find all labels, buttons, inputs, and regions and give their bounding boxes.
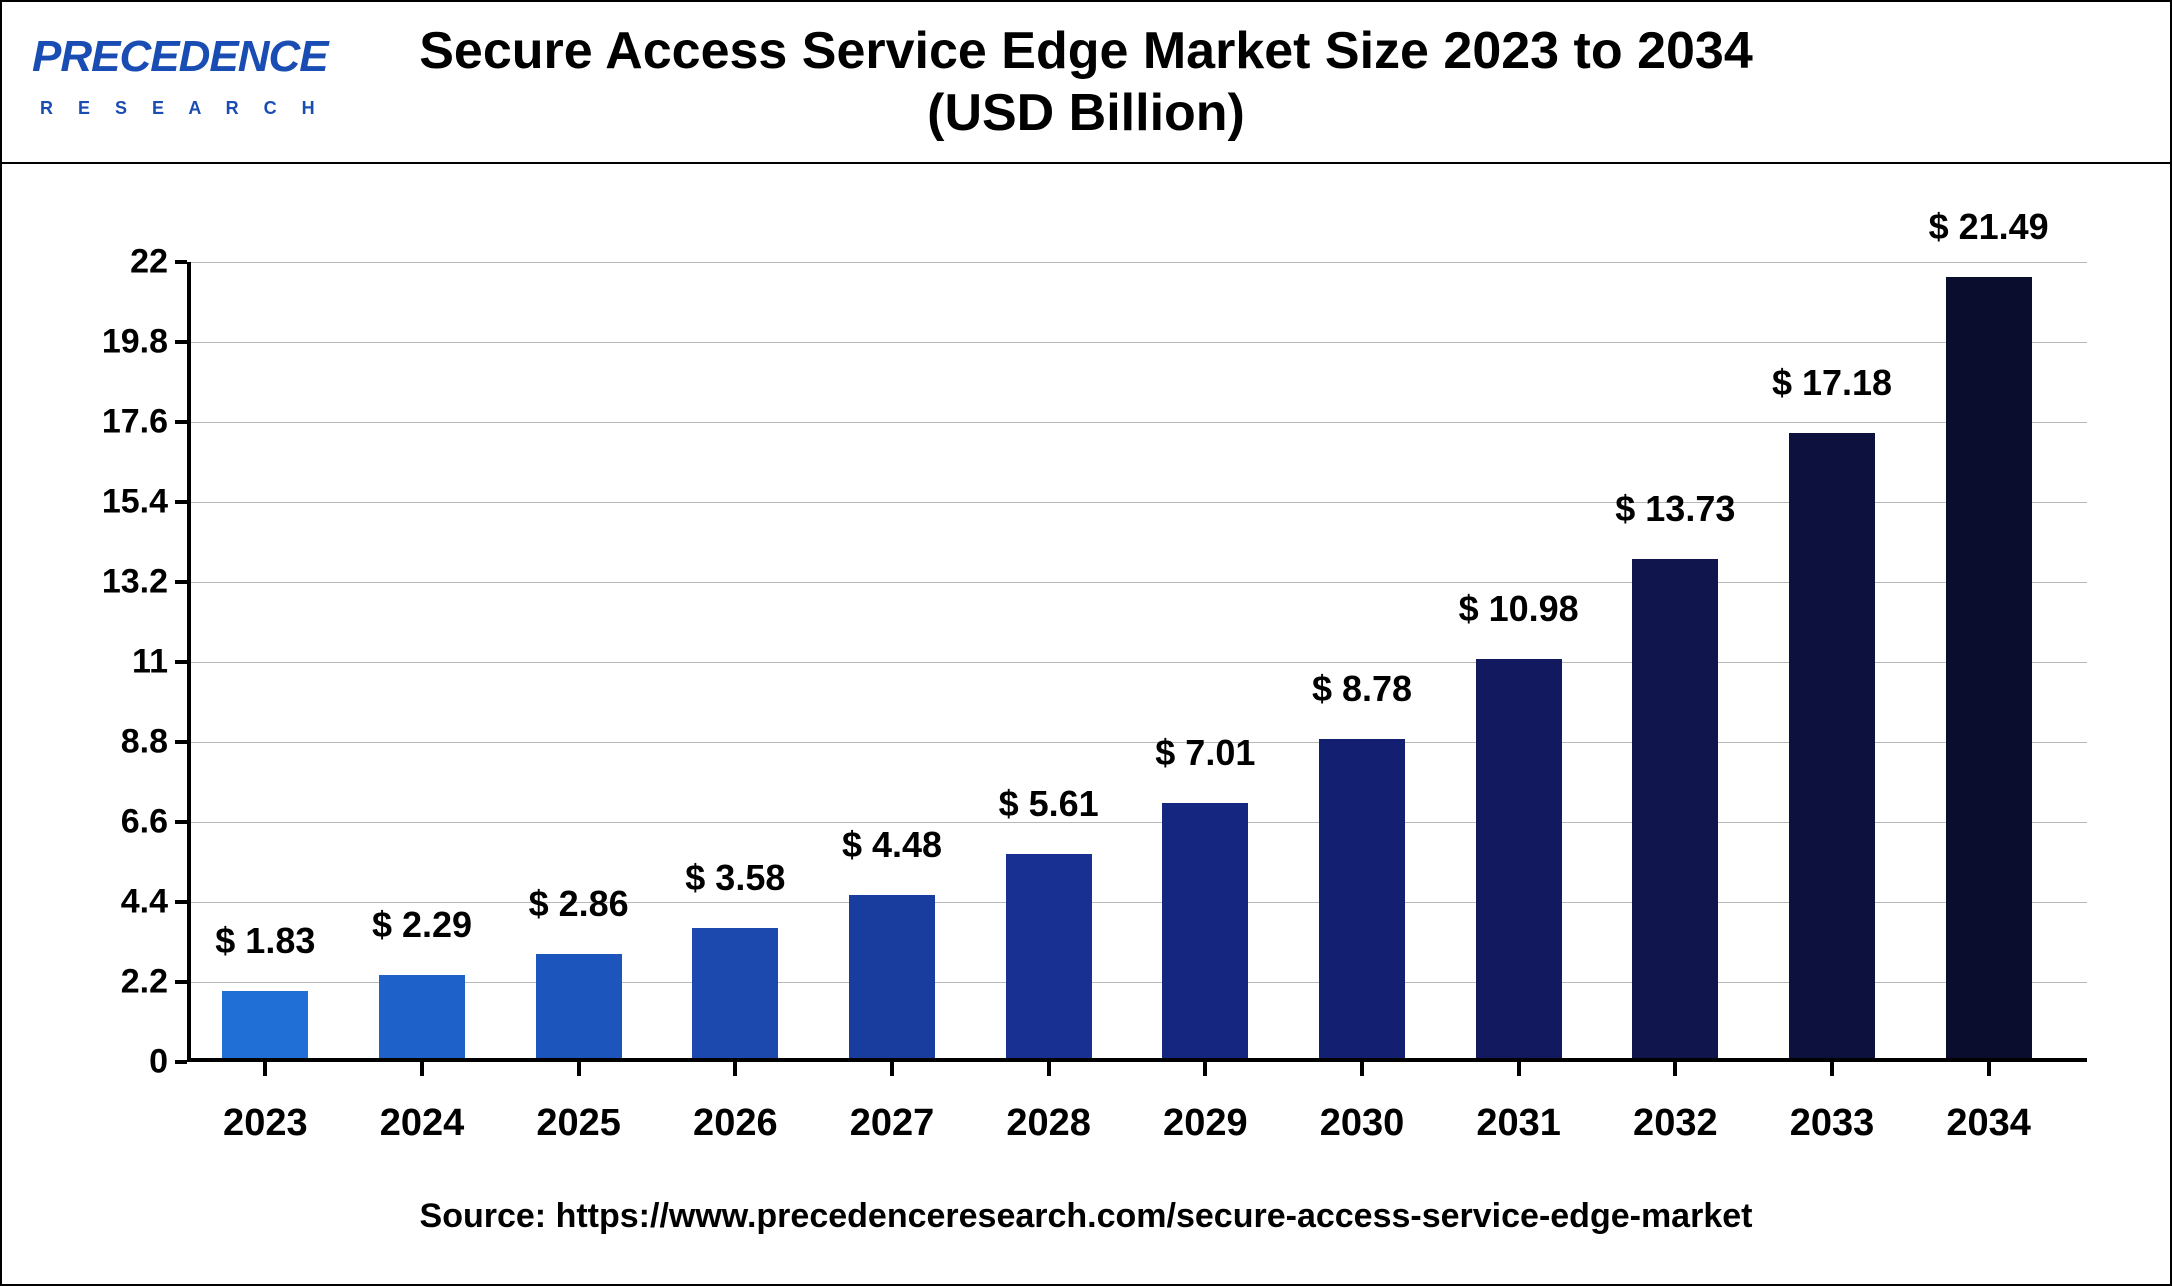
bar-value-label: $ 13.73 [1615, 488, 1735, 530]
x-tick-mark [890, 1062, 894, 1076]
bar-value-label: $ 17.18 [1772, 362, 1892, 404]
bar [536, 954, 622, 1058]
y-tick-label: 13.2 [68, 563, 168, 602]
y-tick-mark [175, 660, 187, 664]
brand-logo: PRECEDENCE [32, 32, 328, 82]
bar [222, 991, 308, 1058]
y-tick-mark [175, 420, 187, 424]
x-tick-label: 2029 [1163, 1102, 1248, 1145]
x-tick-label: 2024 [380, 1102, 465, 1145]
bar [849, 895, 935, 1058]
bar-value-label: $ 4.48 [842, 824, 942, 866]
x-tick-label: 2032 [1633, 1102, 1718, 1145]
bar-value-label: $ 7.01 [1155, 732, 1255, 774]
x-tick-mark [1830, 1062, 1834, 1076]
y-tick-mark [175, 740, 187, 744]
y-axis [187, 262, 191, 1062]
y-tick-mark [175, 500, 187, 504]
x-tick-label: 2026 [693, 1102, 778, 1145]
bar-value-label: $ 3.58 [685, 857, 785, 899]
gridline [187, 262, 2087, 263]
y-tick-label: 17.6 [68, 403, 168, 442]
x-tick-mark [1517, 1062, 1521, 1076]
y-tick-label: 19.8 [68, 323, 168, 362]
bar [379, 975, 465, 1058]
x-tick-label: 2027 [850, 1102, 935, 1145]
y-tick-label: 8.8 [68, 723, 168, 762]
x-tick-mark [1673, 1062, 1677, 1076]
x-tick-mark [420, 1062, 424, 1076]
bar-value-label: $ 2.86 [529, 883, 629, 925]
x-tick-label: 2033 [1790, 1102, 1875, 1145]
x-tick-mark [1047, 1062, 1051, 1076]
bar [1789, 433, 1875, 1058]
bar-value-label: $ 21.49 [1929, 206, 2049, 248]
x-axis [187, 1058, 2087, 1062]
y-tick-label: 22 [68, 243, 168, 282]
bar-value-label: $ 2.29 [372, 904, 472, 946]
x-tick-label: 2025 [536, 1102, 621, 1145]
y-tick-label: 2.2 [68, 963, 168, 1002]
x-tick-mark [263, 1062, 267, 1076]
y-tick-label: 11 [68, 643, 168, 682]
y-tick-label: 4.4 [68, 883, 168, 922]
plot-area: $ 1.832023$ 2.292024$ 2.862025$ 3.582026… [187, 262, 2067, 1062]
x-tick-mark [1203, 1062, 1207, 1076]
chart-header: PRECEDENCE R E S E A R C H Secure Access… [2, 2, 2170, 164]
x-tick-label: 2031 [1476, 1102, 1561, 1145]
y-tick-mark [175, 980, 187, 984]
y-tick-mark [175, 580, 187, 584]
bar [692, 928, 778, 1058]
gridline [187, 342, 2087, 343]
x-tick-mark [577, 1062, 581, 1076]
y-tick-label: 0 [68, 1043, 168, 1082]
y-tick-label: 6.6 [68, 803, 168, 842]
x-tick-label: 2030 [1320, 1102, 1405, 1145]
bar-value-label: $ 10.98 [1459, 588, 1579, 630]
bar [1006, 854, 1092, 1058]
bar-value-label: $ 1.83 [215, 920, 315, 962]
bar-value-label: $ 5.61 [999, 783, 1099, 825]
y-tick-mark [175, 820, 187, 824]
bar [1162, 803, 1248, 1058]
x-tick-label: 2028 [1006, 1102, 1091, 1145]
bar [1632, 559, 1718, 1058]
brand-logo-sub: R E S E A R C H [40, 98, 325, 119]
x-tick-mark [733, 1062, 737, 1076]
bar [1946, 277, 2032, 1058]
chart-container: PRECEDENCE R E S E A R C H Secure Access… [0, 0, 2172, 1286]
bar-value-label: $ 8.78 [1312, 668, 1412, 710]
gridline [187, 422, 2087, 423]
y-tick-label: 15.4 [68, 483, 168, 522]
x-tick-mark [1360, 1062, 1364, 1076]
y-tick-mark [175, 900, 187, 904]
x-tick-label: 2034 [1946, 1102, 2031, 1145]
y-tick-mark [175, 340, 187, 344]
bar [1319, 739, 1405, 1058]
chart-title-line2: (USD Billion) [2, 83, 2170, 143]
y-tick-mark [175, 1060, 187, 1064]
source-attribution: Source: https://www.precedenceresearch.c… [2, 1197, 2170, 1236]
y-tick-mark [175, 260, 187, 264]
x-tick-mark [1987, 1062, 1991, 1076]
x-tick-label: 2023 [223, 1102, 308, 1145]
bar [1476, 659, 1562, 1058]
